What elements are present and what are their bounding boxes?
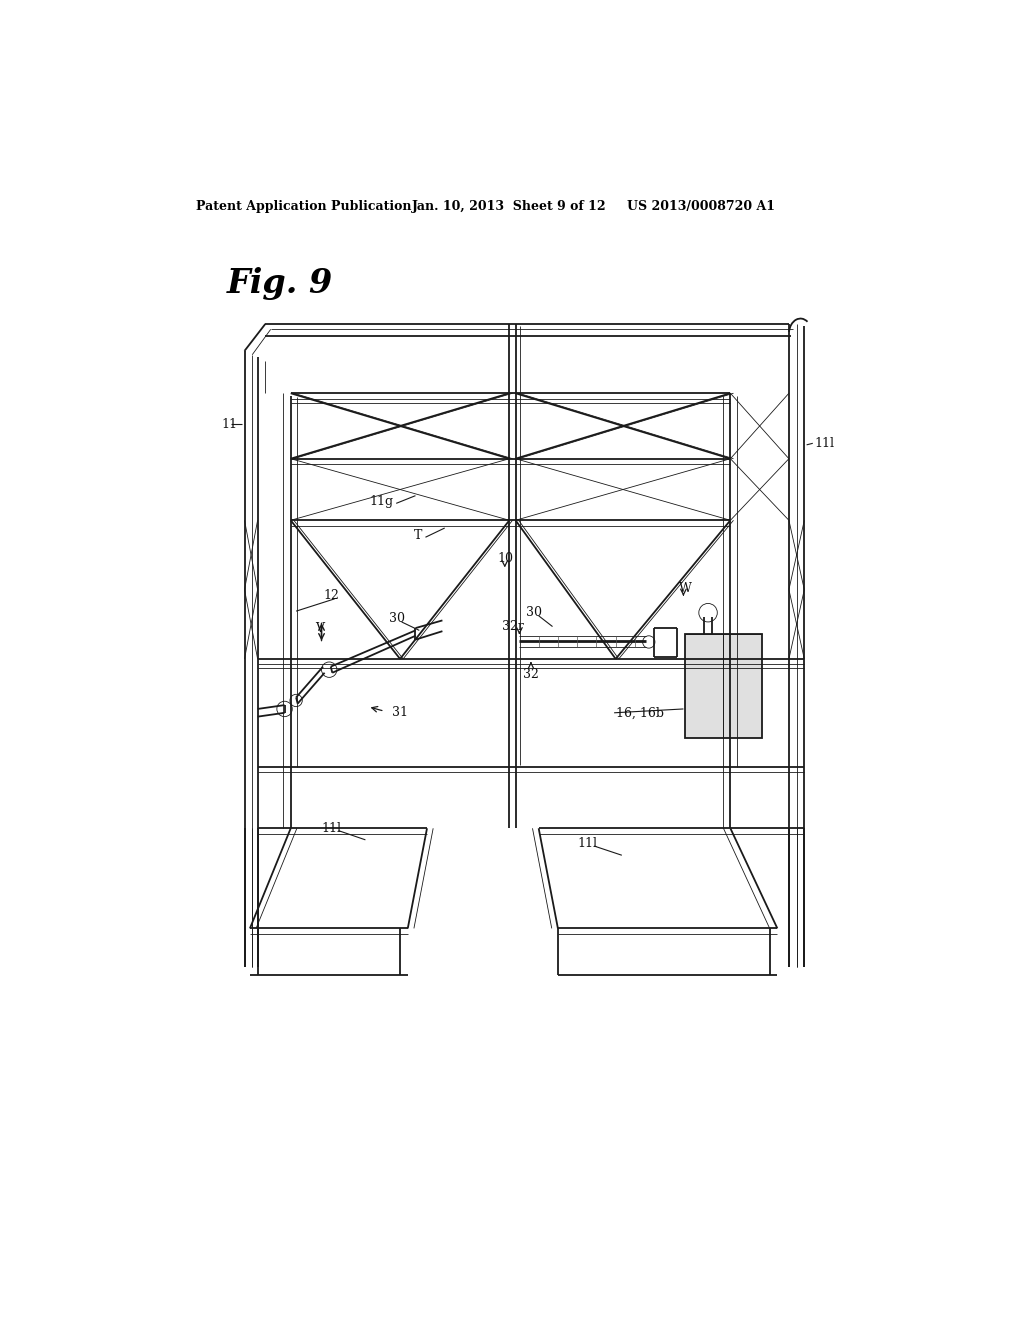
Text: 10: 10 — [498, 552, 514, 565]
Text: 11: 11 — [221, 417, 238, 430]
Text: 31: 31 — [392, 706, 409, 719]
Text: Patent Application Publication: Patent Application Publication — [196, 199, 412, 213]
Text: 16, 16b: 16, 16b — [615, 706, 664, 719]
Text: W: W — [679, 582, 691, 594]
Text: US 2013/0008720 A1: US 2013/0008720 A1 — [628, 199, 775, 213]
Text: Jan. 10, 2013  Sheet 9 of 12: Jan. 10, 2013 Sheet 9 of 12 — [412, 199, 606, 213]
Text: 12: 12 — [323, 589, 339, 602]
Text: Fig. 9: Fig. 9 — [226, 267, 333, 300]
Text: 32r: 32r — [503, 620, 524, 634]
Text: 32: 32 — [523, 668, 539, 681]
Text: 11g: 11g — [370, 495, 393, 508]
Text: 30: 30 — [388, 612, 404, 626]
Text: 30: 30 — [525, 606, 542, 619]
Text: V: V — [315, 622, 325, 635]
Bar — [685, 635, 762, 738]
Text: 11l: 11l — [322, 822, 342, 834]
Text: T: T — [414, 529, 422, 543]
Text: 11l: 11l — [578, 837, 597, 850]
Text: 11l: 11l — [814, 437, 835, 450]
